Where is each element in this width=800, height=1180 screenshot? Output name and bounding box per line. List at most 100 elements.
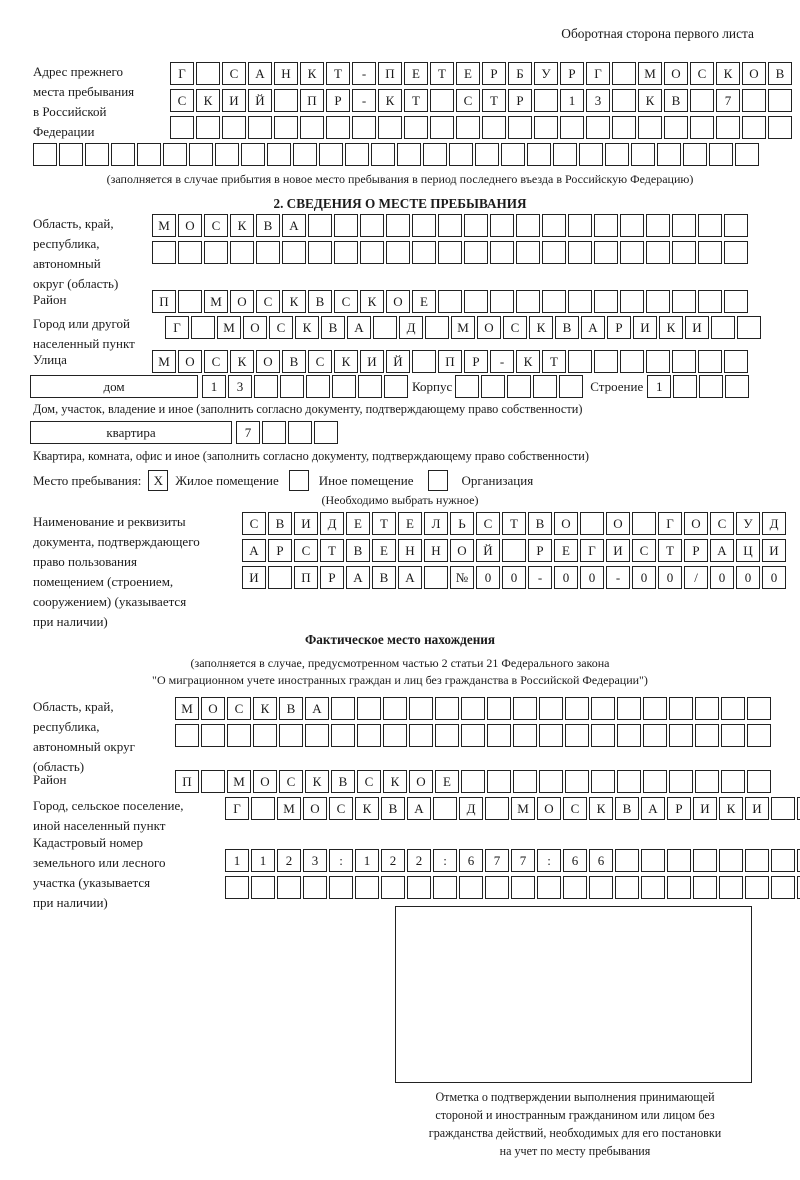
- actual-district-cell[interactable]: П: [175, 770, 199, 793]
- actual-city-cell[interactable]: Г: [225, 797, 249, 820]
- region-cell[interactable]: [386, 241, 410, 264]
- document-cell[interactable]: Ь: [450, 512, 474, 535]
- document-cell[interactable]: А: [398, 566, 422, 589]
- prev-address-cell[interactable]: Р: [560, 62, 584, 85]
- document-cell[interactable]: Т: [502, 512, 526, 535]
- district-cell[interactable]: [542, 290, 566, 313]
- actual-region-row-2[interactable]: [175, 724, 773, 747]
- cadastral-cell[interactable]: [719, 849, 743, 872]
- actual-region-cell[interactable]: [747, 724, 771, 747]
- district-cell[interactable]: [724, 290, 748, 313]
- prev-address-cell[interactable]: [111, 143, 135, 166]
- actual-city-cell[interactable]: [433, 797, 457, 820]
- cadastral-cell[interactable]: [615, 876, 639, 899]
- region-cell[interactable]: К: [230, 214, 254, 237]
- prev-address-cell[interactable]: [482, 116, 506, 139]
- street-cell[interactable]: [594, 350, 618, 373]
- document-cell[interactable]: И: [762, 539, 786, 562]
- actual-region-cell[interactable]: [747, 697, 771, 720]
- document-cell[interactable]: 0: [658, 566, 682, 589]
- cadastral-row-2[interactable]: [225, 876, 800, 899]
- actual-city-cell[interactable]: [797, 797, 800, 820]
- prev-address-cell[interactable]: С: [456, 89, 480, 112]
- actual-city-cell[interactable]: М: [511, 797, 535, 820]
- house-number-cell[interactable]: [306, 375, 330, 398]
- actual-district-cell[interactable]: С: [279, 770, 303, 793]
- prev-address-cell[interactable]: Г: [586, 62, 610, 85]
- region-cell[interactable]: [646, 241, 670, 264]
- flat-number-cells[interactable]: 7: [236, 421, 340, 444]
- region-cell[interactable]: [334, 214, 358, 237]
- city-cell[interactable]: Д: [399, 316, 423, 339]
- city-cell[interactable]: [191, 316, 215, 339]
- actual-city-cell[interactable]: И: [745, 797, 769, 820]
- actual-region-cell[interactable]: [513, 724, 537, 747]
- region-cell[interactable]: [204, 241, 228, 264]
- region-cell[interactable]: [256, 241, 280, 264]
- house-number-cell[interactable]: 1: [202, 375, 226, 398]
- prev-address-cell[interactable]: [293, 143, 317, 166]
- stroenie-cell[interactable]: [699, 375, 724, 398]
- prev-address-cell[interactable]: И: [222, 89, 246, 112]
- prev-address-cell[interactable]: [345, 143, 369, 166]
- district-cell[interactable]: О: [386, 290, 410, 313]
- document-cell[interactable]: С: [242, 512, 266, 535]
- city-cell[interactable]: [737, 316, 761, 339]
- cadastral-cell[interactable]: [693, 849, 717, 872]
- actual-city-cell[interactable]: А: [641, 797, 665, 820]
- district-cell[interactable]: [672, 290, 696, 313]
- cadastral-cell[interactable]: 7: [511, 849, 535, 872]
- city-cell[interactable]: В: [321, 316, 345, 339]
- document-cell[interactable]: В: [372, 566, 396, 589]
- document-cell[interactable]: Т: [372, 512, 396, 535]
- prev-address-cell[interactable]: -: [352, 89, 376, 112]
- actual-region-cell[interactable]: [461, 697, 485, 720]
- district-cell[interactable]: К: [282, 290, 306, 313]
- actual-city-cell[interactable]: С: [329, 797, 353, 820]
- actual-district-cell[interactable]: К: [305, 770, 329, 793]
- document-cell[interactable]: Е: [372, 539, 396, 562]
- actual-region-cell[interactable]: [357, 724, 381, 747]
- region-cell[interactable]: [308, 241, 332, 264]
- district-cell[interactable]: [490, 290, 514, 313]
- actual-region-cell[interactable]: [565, 724, 589, 747]
- city-cell[interactable]: Р: [607, 316, 631, 339]
- city-cell[interactable]: К: [659, 316, 683, 339]
- korpus-cell[interactable]: [455, 375, 480, 398]
- actual-city-cell[interactable]: [771, 797, 795, 820]
- actual-region-cell[interactable]: [383, 724, 407, 747]
- prev-address-cell[interactable]: [170, 116, 194, 139]
- prev-address-cell[interactable]: У: [534, 62, 558, 85]
- document-cell[interactable]: П: [294, 566, 318, 589]
- prev-address-cell[interactable]: [430, 116, 454, 139]
- document-cell[interactable]: О: [606, 512, 630, 535]
- prev-address-cell[interactable]: [248, 116, 272, 139]
- cadastral-cell[interactable]: [225, 876, 249, 899]
- document-cell[interactable]: [268, 566, 292, 589]
- prev-address-cell[interactable]: [456, 116, 480, 139]
- district-cell[interactable]: [594, 290, 618, 313]
- document-cell[interactable]: -: [606, 566, 630, 589]
- region-cell[interactable]: [178, 241, 202, 264]
- actual-district-cell[interactable]: [565, 770, 589, 793]
- cadastral-cell[interactable]: 7: [485, 849, 509, 872]
- region-cell[interactable]: [542, 214, 566, 237]
- document-cell[interactable]: А: [710, 539, 734, 562]
- cadastral-cell[interactable]: [667, 876, 691, 899]
- actual-city-cell[interactable]: В: [381, 797, 405, 820]
- prev-address-cell[interactable]: [378, 116, 402, 139]
- region-cell[interactable]: [412, 241, 436, 264]
- document-cell[interactable]: [424, 566, 448, 589]
- actual-region-cell[interactable]: [409, 697, 433, 720]
- prev-address-cell[interactable]: [664, 116, 688, 139]
- document-cell[interactable]: Е: [398, 512, 422, 535]
- street-cell[interactable]: О: [256, 350, 280, 373]
- district-cell[interactable]: М: [204, 290, 228, 313]
- actual-city-cell[interactable]: В: [615, 797, 639, 820]
- prev-address-cell[interactable]: [33, 143, 57, 166]
- document-cell[interactable]: А: [242, 539, 266, 562]
- street-cell[interactable]: [646, 350, 670, 373]
- prev-address-cell[interactable]: [631, 143, 655, 166]
